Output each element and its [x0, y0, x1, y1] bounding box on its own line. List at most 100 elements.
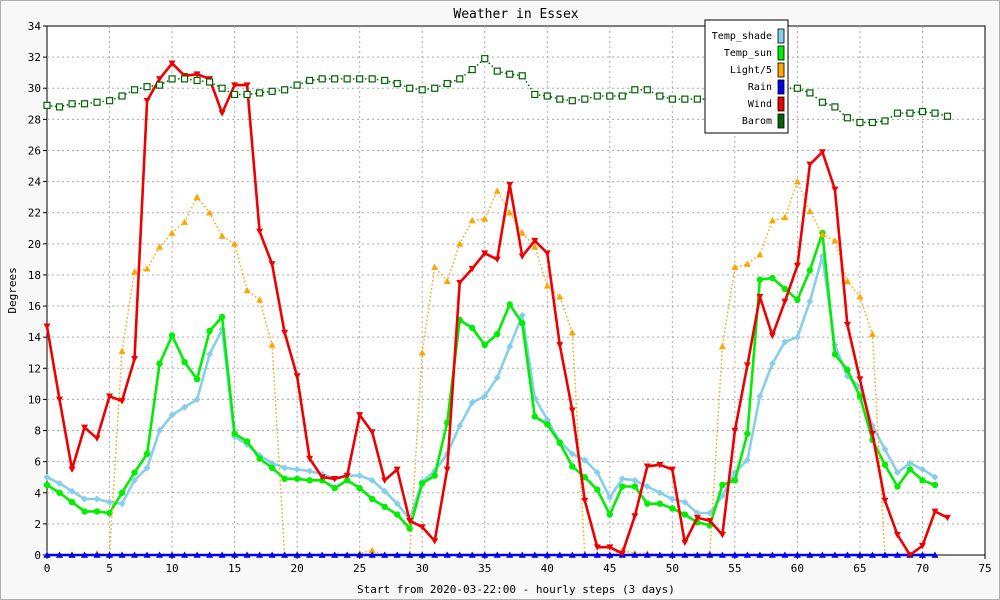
point-wind-27: [381, 477, 389, 484]
x-tick-label-4: 20: [291, 562, 304, 575]
point-barom-32: [443, 79, 451, 88]
point-temp-sun-67: [881, 461, 889, 468]
y-tick-label-5: 10: [28, 393, 41, 406]
point-light-5-60: [793, 178, 801, 185]
point-light-5-10: [168, 229, 176, 236]
point-wind-1: [56, 396, 64, 403]
point-light-5-8: [143, 265, 151, 272]
series-rain: [43, 551, 939, 558]
point-light-5-65: [856, 293, 864, 300]
point-light-5-18: [268, 341, 276, 348]
point-rain-9: [156, 551, 164, 558]
point-wind-57: [756, 293, 764, 301]
point-wind-43: [581, 497, 589, 505]
point-barom-62: [818, 98, 827, 106]
point-temp-sun-10: [168, 332, 176, 339]
point-wind-12: [193, 71, 201, 78]
point-temp-sun-57: [756, 276, 764, 283]
point-barom-7: [130, 86, 139, 94]
point-temp-sun-42: [569, 463, 576, 470]
point-light-5-17: [256, 296, 264, 303]
point-barom-33: [456, 75, 464, 83]
point-barom-11: [180, 75, 189, 83]
point-temp-shade-21: [306, 467, 314, 475]
point-temp-sun-37: [506, 301, 513, 308]
point-barom-2: [68, 100, 76, 108]
point-wind-72: [943, 514, 951, 522]
point-wind-65: [856, 376, 864, 383]
point-wind-51: [681, 539, 689, 547]
point-temp-sun-68: [894, 483, 901, 490]
point-wind-20: [293, 373, 301, 380]
y-tick-label-9: 18: [28, 269, 41, 282]
point-rain-18: [268, 551, 276, 558]
point-temp-sun-4: [93, 508, 101, 515]
point-temp-shade-5: [106, 498, 114, 506]
point-light-5-42: [568, 329, 576, 336]
point-light-5-61: [806, 207, 814, 214]
x-tick-label-14: 70: [916, 562, 929, 575]
point-temp-shade-51: [681, 498, 689, 506]
point-wind-67: [881, 497, 889, 505]
point-rain-34: [468, 551, 476, 558]
point-wind-18: [268, 261, 276, 268]
point-rain-41: [556, 551, 564, 558]
point-barom-10: [168, 75, 176, 83]
x-tick-label-15: 75: [978, 562, 991, 575]
point-rain-57: [756, 551, 764, 558]
point-barom-39: [531, 90, 539, 99]
point-barom-47: [631, 86, 639, 94]
legend-label-wind: Wind: [748, 99, 772, 110]
y-tick-label-7: 14: [28, 331, 42, 344]
point-temp-shade-10: [168, 411, 176, 419]
legend-box: [704, 19, 789, 134]
point-rain-24: [343, 551, 351, 558]
point-temp-sun-17: [256, 455, 263, 462]
point-light-5-39: [531, 243, 539, 250]
point-temp-sun-21: [306, 477, 313, 484]
point-light-5-33: [456, 240, 464, 247]
point-rain-45: [606, 551, 614, 558]
point-temp-sun-47: [631, 483, 639, 490]
point-wind-41: [556, 342, 564, 349]
point-wind-42: [568, 407, 576, 414]
point-barom-31: [431, 84, 439, 92]
legend-swatch-rain: [777, 79, 785, 95]
point-temp-sun-56: [744, 430, 751, 437]
point-temp-shade-68: [893, 469, 901, 477]
point-barom-14: [218, 84, 226, 92]
point-barom-17: [256, 89, 264, 97]
point-rain-10: [168, 551, 176, 558]
point-rain-1: [56, 551, 64, 558]
point-barom-72: [943, 112, 952, 120]
y-axis-label: Degrees: [6, 267, 19, 313]
y-tick-label-1: 2: [34, 518, 41, 531]
point-temp-sun-51: [681, 511, 689, 518]
point-wind-24: [343, 472, 351, 480]
point-rain-67: [881, 551, 889, 558]
point-temp-sun-40: [544, 421, 551, 428]
legend-label-temp-shade: Temp_shade: [712, 31, 772, 42]
point-rain-40: [543, 551, 551, 558]
point-barom-51: [681, 95, 689, 103]
point-barom-27: [381, 76, 389, 85]
point-barom-65: [856, 118, 864, 127]
chart-title: Weather in Essex: [453, 7, 578, 22]
point-rain-30: [418, 551, 426, 558]
point-temp-sun-58: [769, 274, 776, 282]
point-wind-53: [706, 517, 714, 525]
point-wind-16: [243, 82, 251, 89]
point-wind-44: [593, 544, 601, 551]
point-wind-70: [918, 542, 926, 550]
point-wind-0: [43, 323, 51, 330]
point-wind-62: [818, 149, 826, 156]
y-tick-label-11: 22: [28, 207, 41, 220]
point-rain-64: [843, 551, 851, 558]
point-temp-sun-19: [281, 475, 288, 482]
point-temp-sun-28: [393, 511, 401, 518]
point-rain-3: [81, 551, 89, 558]
point-wind-17: [256, 228, 264, 235]
point-wind-52: [693, 514, 701, 522]
point-wind-19: [281, 329, 289, 337]
point-temp-sun-12: [193, 375, 201, 383]
